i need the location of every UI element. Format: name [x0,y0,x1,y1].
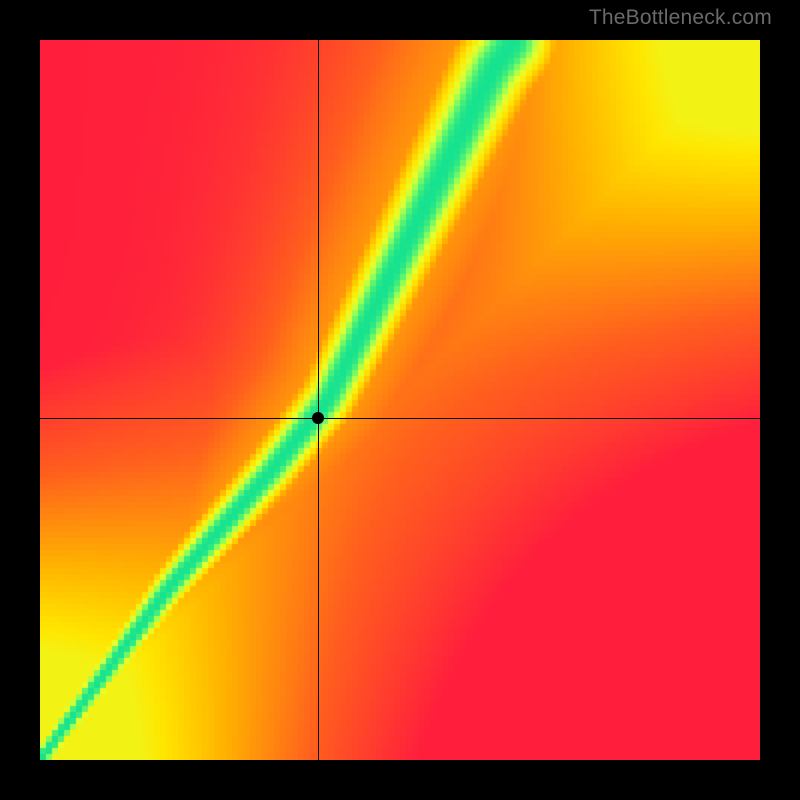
heatmap-chart [40,40,760,760]
crosshair-point [312,412,324,424]
crosshair-vertical [318,40,319,760]
attribution-text: TheBottleneck.com [589,6,772,30]
heatmap-canvas [40,40,760,760]
crosshair-horizontal [40,418,760,419]
